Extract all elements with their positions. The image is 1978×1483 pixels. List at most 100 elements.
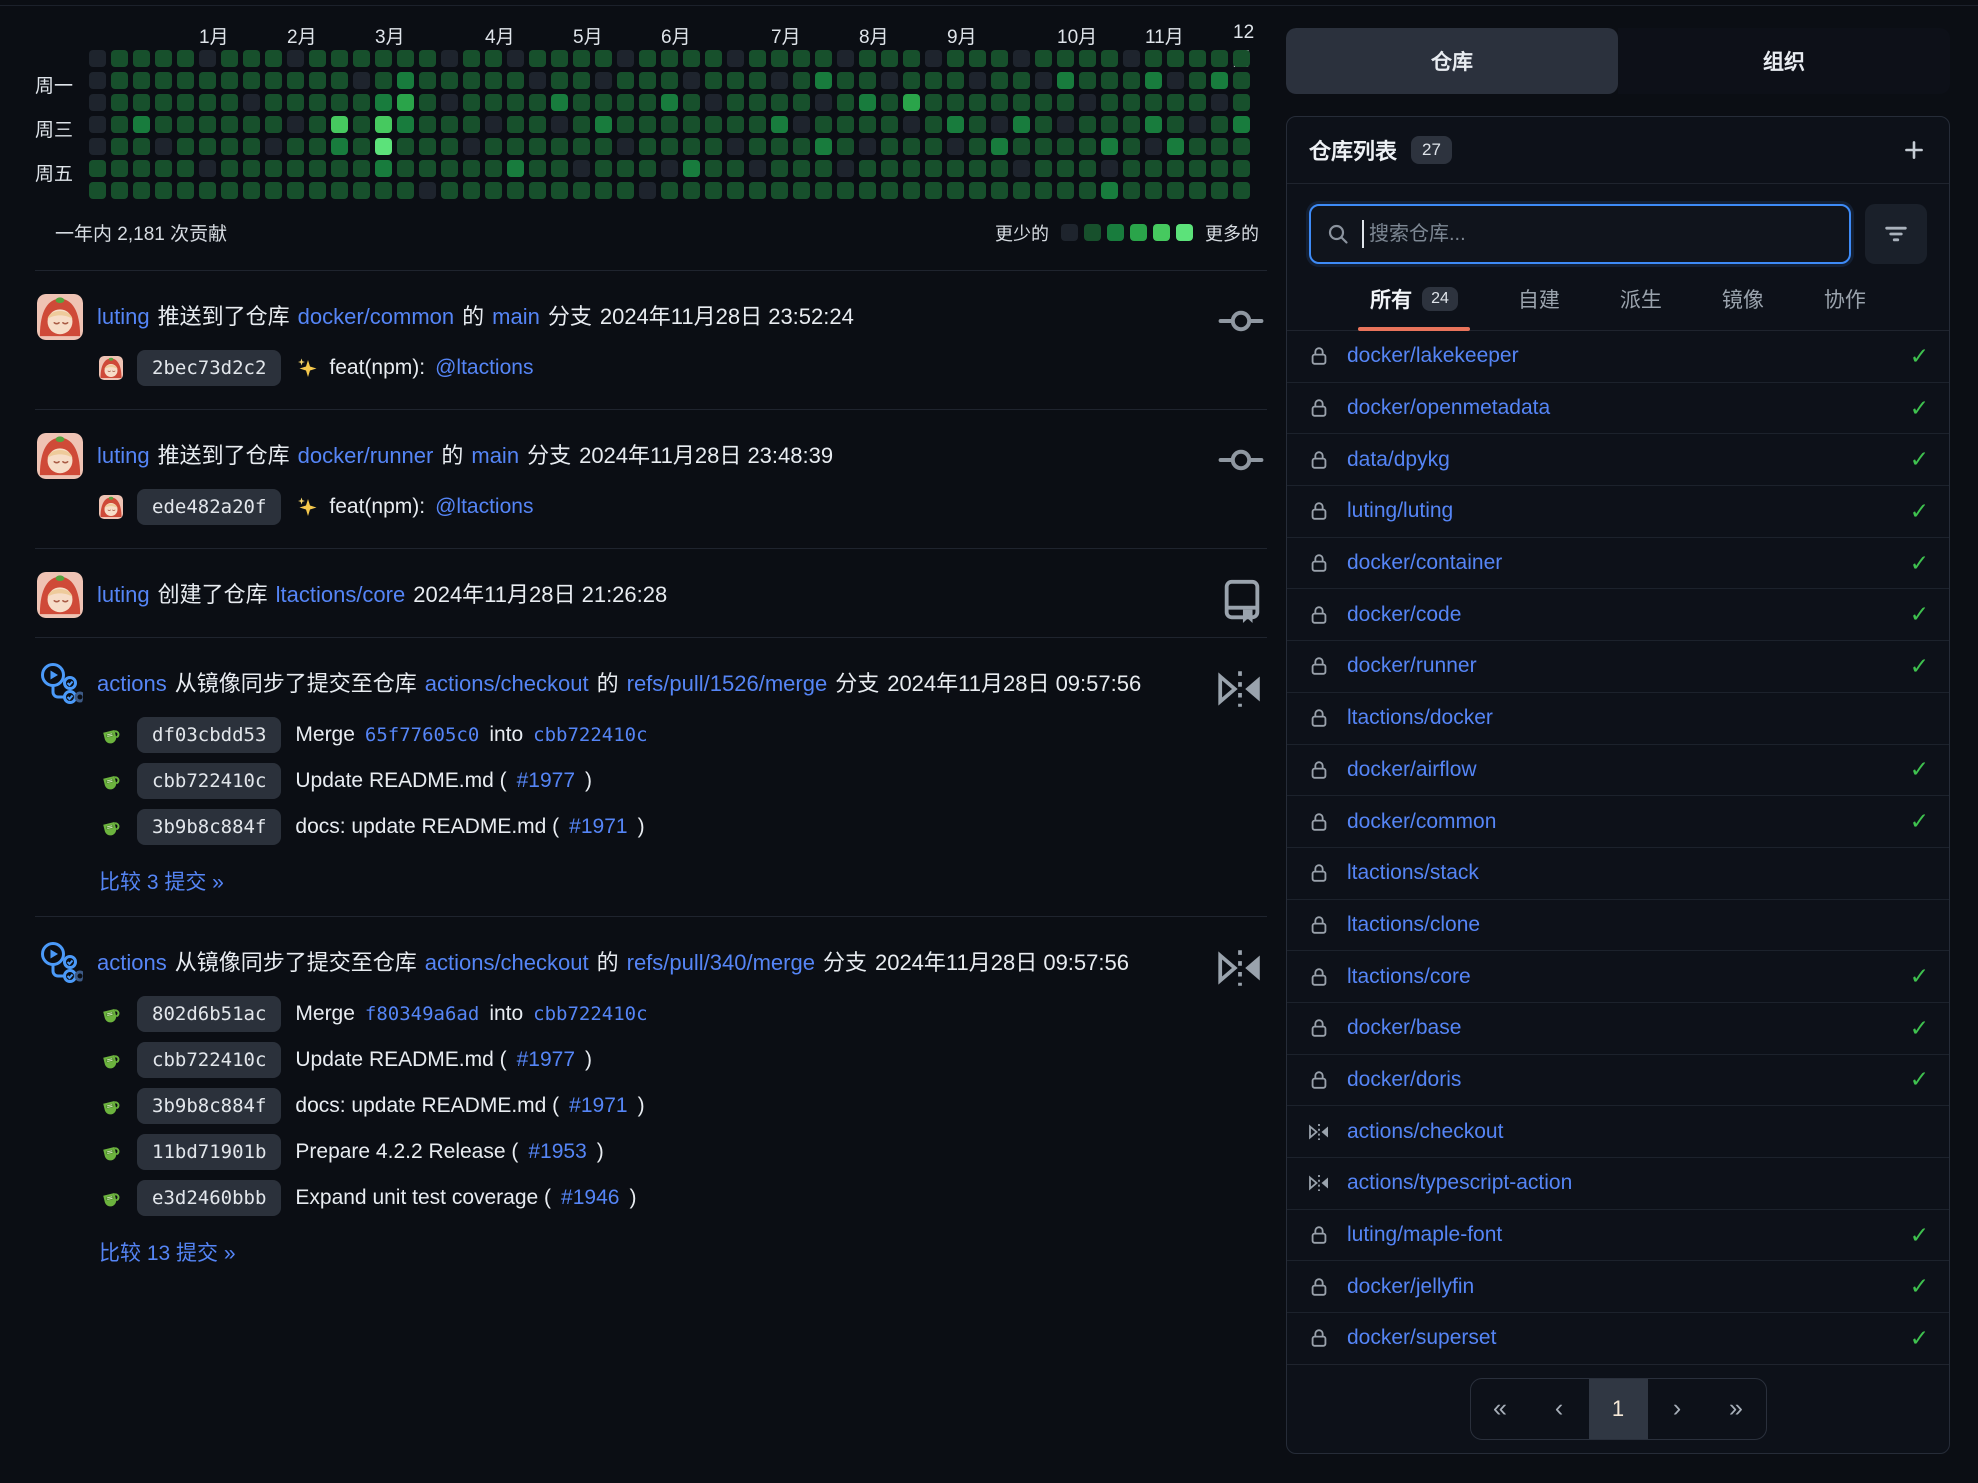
link-part[interactable]: actions/checkout: [424, 671, 589, 697]
compare-commits-link[interactable]: 比较 3 提交 »: [99, 871, 224, 894]
commit-author-avatar[interactable]: [99, 1140, 123, 1164]
repo-row[interactable]: ltactions/clone: [1287, 898, 1949, 951]
link-part[interactable]: #1946: [561, 1186, 620, 1209]
repo-link[interactable]: docker/airflow: [1347, 757, 1477, 781]
repo-link[interactable]: ltactions/clone: [1347, 912, 1481, 936]
link-part[interactable]: luting: [97, 443, 150, 469]
repo-link[interactable]: docker/common: [1347, 809, 1497, 833]
commit-author-avatar[interactable]: [99, 1002, 123, 1026]
repo-link[interactable]: ltactions/docker: [1347, 706, 1493, 730]
repo-row[interactable]: actions/checkout: [1287, 1105, 1949, 1157]
commit-hash-badge[interactable]: e3d2460bbb: [137, 1180, 282, 1216]
repo-row[interactable]: docker/openmetadata ✓: [1287, 381, 1949, 434]
repo-row[interactable]: docker/doris ✓: [1287, 1053, 1949, 1106]
next-page-button[interactable]: ›: [1672, 1394, 1682, 1423]
repo-row[interactable]: data/dpykg ✓: [1287, 433, 1949, 485]
commit-author-avatar[interactable]: [99, 1186, 123, 1210]
actor-avatar[interactable]: [37, 294, 83, 340]
link-part[interactable]: #1977: [516, 1048, 576, 1071]
repo-row[interactable]: luting/maple-font ✓: [1287, 1208, 1949, 1261]
filter-tab-自建[interactable]: 自建: [1517, 289, 1560, 312]
repo-link[interactable]: actions/checkout: [1347, 1119, 1504, 1143]
new-repo-button[interactable]: [1901, 137, 1927, 163]
repo-link[interactable]: luting/maple-font: [1347, 1223, 1503, 1247]
actor-avatar[interactable]: [37, 572, 83, 618]
commit-hash-badge[interactable]: ede482a20f: [137, 489, 282, 525]
repo-link[interactable]: docker/doris: [1347, 1067, 1462, 1091]
repo-link[interactable]: docker/container: [1347, 551, 1503, 575]
commit-hash-badge[interactable]: 11bd71901b: [137, 1134, 282, 1170]
repo-link[interactable]: luting/luting: [1347, 499, 1454, 523]
actor-avatar[interactable]: [37, 661, 83, 707]
commit-author-avatar[interactable]: [99, 723, 123, 747]
commit-author-avatar[interactable]: [99, 1048, 123, 1072]
repo-row[interactable]: actions/typescript-action: [1287, 1157, 1949, 1209]
commit-hash-badge[interactable]: cbb722410c: [137, 763, 282, 799]
repo-link[interactable]: docker/jellyfin: [1347, 1274, 1475, 1298]
link-part[interactable]: f80349a6ad: [364, 1003, 480, 1025]
repo-link[interactable]: docker/superset: [1347, 1326, 1497, 1350]
link-part[interactable]: #1971: [569, 1094, 628, 1117]
repo-row[interactable]: docker/common ✓: [1287, 795, 1949, 847]
commit-hash-badge[interactable]: cbb722410c: [137, 1042, 282, 1078]
link-part[interactable]: docker/runner: [297, 443, 434, 469]
last-page-button[interactable]: »: [1729, 1394, 1743, 1423]
commit-author-avatar[interactable]: [99, 769, 123, 793]
repo-row[interactable]: ltactions/docker: [1287, 691, 1949, 744]
page-1-button[interactable]: 1: [1588, 1378, 1648, 1439]
link-part[interactable]: cbb722410c: [533, 1003, 648, 1025]
link-part[interactable]: #1971: [569, 815, 628, 838]
link-part[interactable]: actions/checkout: [424, 950, 589, 976]
commit-author-avatar[interactable]: [99, 1094, 123, 1118]
repo-link[interactable]: docker/lakekeeper: [1347, 344, 1519, 368]
link-part[interactable]: cbb722410c: [533, 724, 648, 746]
actor-avatar[interactable]: [37, 433, 83, 479]
link-part[interactable]: actions: [97, 950, 167, 976]
repo-link[interactable]: actions/typescript-action: [1347, 1171, 1573, 1195]
link-part[interactable]: #1953: [528, 1140, 587, 1163]
link-part[interactable]: @ltactions: [435, 495, 534, 518]
filter-tab-协作[interactable]: 协作: [1823, 289, 1866, 312]
repo-row[interactable]: docker/runner ✓: [1287, 640, 1949, 692]
commit-hash-badge[interactable]: 3b9b8c884f: [137, 1088, 282, 1124]
repo-link[interactable]: data/dpykg: [1347, 447, 1450, 471]
filter-tab-所有[interactable]: 所有 24: [1358, 284, 1470, 331]
link-part[interactable]: #1977: [516, 769, 576, 792]
repo-row[interactable]: docker/jellyfin ✓: [1287, 1260, 1949, 1312]
prev-page-button[interactable]: ‹: [1554, 1394, 1564, 1423]
repo-row[interactable]: docker/code ✓: [1287, 588, 1949, 640]
commit-author-avatar[interactable]: [99, 495, 123, 519]
repo-row[interactable]: docker/lakekeeper ✓: [1287, 331, 1949, 382]
repo-search-box[interactable]: [1309, 204, 1851, 264]
commit-hash-badge[interactable]: 2bec73d2c2: [137, 350, 282, 386]
sidebar-tab-组织[interactable]: 组织: [1618, 28, 1950, 94]
filter-tab-派生[interactable]: 派生: [1619, 289, 1662, 312]
link-part[interactable]: @ltactions: [435, 356, 534, 379]
sidebar-tab-仓库[interactable]: 仓库: [1286, 28, 1618, 94]
commit-hash-badge[interactable]: 3b9b8c884f: [137, 809, 282, 845]
repo-row[interactable]: docker/base ✓: [1287, 1001, 1949, 1054]
link-part[interactable]: luting: [97, 304, 150, 330]
repo-link[interactable]: docker/code: [1347, 602, 1462, 626]
link-part[interactable]: main: [492, 304, 540, 330]
commit-author-avatar[interactable]: [99, 815, 123, 839]
link-part[interactable]: main: [471, 443, 520, 469]
repo-row[interactable]: docker/container ✓: [1287, 536, 1949, 589]
repo-link[interactable]: ltactions/core: [1347, 964, 1471, 988]
compare-commits-link[interactable]: 比较 13 提交 »: [99, 1242, 236, 1265]
link-part[interactable]: refs/pull/1526/merge: [626, 671, 828, 697]
link-part[interactable]: refs/pull/340/merge: [626, 950, 815, 976]
link-part[interactable]: ltactions/core: [275, 582, 406, 608]
repo-row[interactable]: ltactions/stack: [1287, 846, 1949, 899]
commit-hash-badge[interactable]: df03cbdd53: [137, 717, 282, 753]
actor-avatar[interactable]: [37, 940, 83, 986]
first-page-button[interactable]: «: [1493, 1394, 1507, 1423]
repo-row[interactable]: luting/luting ✓: [1287, 485, 1949, 537]
filter-tab-镜像[interactable]: 镜像: [1721, 289, 1764, 312]
repo-link[interactable]: docker/base: [1347, 1016, 1462, 1040]
repo-link[interactable]: ltactions/stack: [1347, 861, 1479, 885]
repo-search-input[interactable]: [1367, 221, 1849, 247]
repo-row[interactable]: docker/superset ✓: [1287, 1312, 1949, 1364]
commit-author-avatar[interactable]: [99, 356, 123, 380]
commit-hash-badge[interactable]: 802d6b51ac: [137, 996, 282, 1032]
